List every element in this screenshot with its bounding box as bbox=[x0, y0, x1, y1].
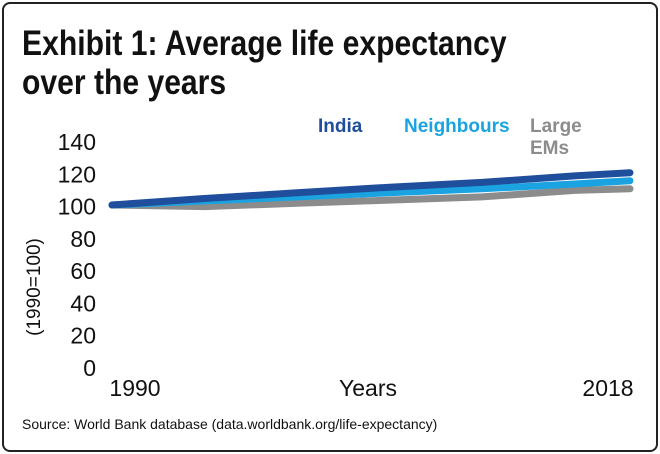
legend-neighbours: Neighbours bbox=[404, 116, 510, 137]
series-line-large-ems bbox=[108, 185, 634, 211]
y-tick-label: 60 bbox=[70, 258, 96, 284]
y-tick-label: 120 bbox=[58, 161, 96, 187]
y-tick-label: 0 bbox=[83, 355, 96, 381]
series-line-india bbox=[108, 169, 634, 209]
y-tick-label: 20 bbox=[70, 323, 96, 349]
chart-title: Exhibit 1: Average life expectancy over … bbox=[22, 24, 507, 102]
series-lines bbox=[108, 169, 634, 211]
y-tick-label: 100 bbox=[58, 194, 96, 220]
x-tick-label-start: 1990 bbox=[109, 375, 160, 401]
x-axis-label: Years bbox=[339, 375, 397, 401]
x-tick-label-end: 2018 bbox=[582, 375, 633, 401]
y-tick-label: 40 bbox=[70, 290, 96, 316]
legend-india: India bbox=[318, 116, 363, 137]
y-axis-label: (1990=100) bbox=[24, 238, 45, 336]
legend-large-ems: Large EMs bbox=[530, 116, 582, 159]
source-note: Source: World Bank database (data.worldb… bbox=[22, 416, 438, 432]
y-tick-label: 140 bbox=[58, 129, 96, 155]
y-axis-ticks: 0 20 40 60 80 100 120 140 bbox=[58, 129, 96, 381]
y-tick-label: 80 bbox=[70, 226, 96, 252]
